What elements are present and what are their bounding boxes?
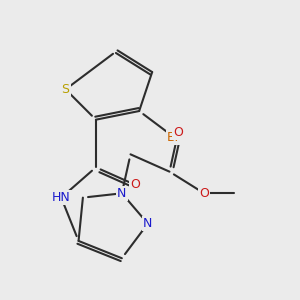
Text: Br: Br: [167, 130, 181, 143]
Text: N: N: [143, 217, 152, 230]
Text: O: O: [199, 187, 209, 200]
Text: HN: HN: [52, 191, 70, 204]
Text: S: S: [61, 83, 70, 96]
Text: N: N: [117, 187, 127, 200]
Text: O: O: [173, 126, 183, 139]
Text: O: O: [130, 178, 140, 191]
